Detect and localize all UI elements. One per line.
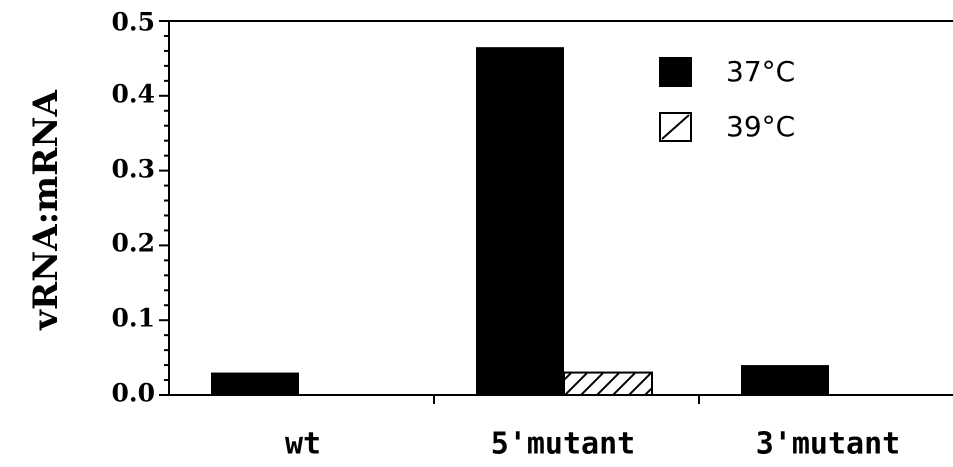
y-tick-label: 0.4 <box>112 80 156 109</box>
y-axis-title: vRNA:mRNA <box>26 90 66 331</box>
y-tick-label: 0.2 <box>112 229 156 258</box>
legend-swatch-hatch-line <box>661 114 690 140</box>
x-category-label: 3'mutant <box>756 427 901 462</box>
bar-solid <box>476 47 564 396</box>
legend-swatch-solid <box>659 57 692 87</box>
legend-label: 37°C <box>726 55 795 88</box>
bar-solid <box>211 372 299 395</box>
y-tick-label: 0.5 <box>112 8 156 37</box>
y-tick-label: 0.1 <box>112 304 156 333</box>
x-category-label: 5'mutant <box>491 427 636 462</box>
y-tick-label: 0.0 <box>112 379 156 408</box>
bar-hatched <box>563 371 653 396</box>
x-category-label: wt <box>285 427 321 462</box>
bar-solid <box>741 365 829 395</box>
y-tick-label: 0.3 <box>112 155 156 184</box>
legend-label: 39°C <box>726 110 795 143</box>
